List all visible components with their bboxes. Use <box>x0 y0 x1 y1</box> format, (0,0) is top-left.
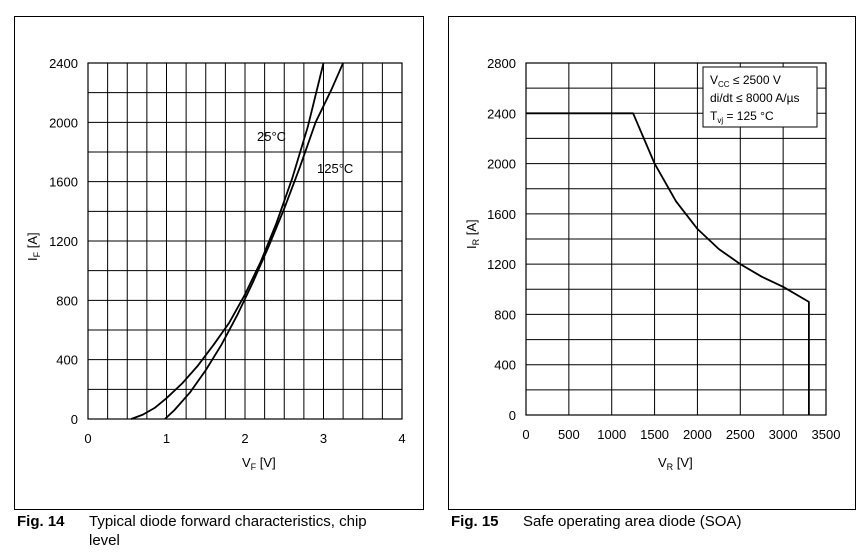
legend-box: VCC ≤ 2500 V di/dt ≤ 8000 A/µs Tvj = 125… <box>702 66 818 128</box>
series-line-25c <box>130 62 325 420</box>
legend-line-didt: di/dt ≤ 8000 A/µs <box>710 91 800 105</box>
x-tick-label: 4 <box>398 431 405 446</box>
y-tick-label: 0 <box>509 408 516 423</box>
soa-chart: 0 500 1000 1500 2000 2500 3000 3500 0 400 800 1200 1… <box>464 56 840 472</box>
y-tick-label: 2400 <box>487 106 516 121</box>
x-axis-label: VR [V] <box>658 455 693 472</box>
x-tick-label: 2500 <box>726 427 755 442</box>
plot-frame <box>525 62 827 416</box>
chart-panel-soa: 0 500 1000 1500 2000 2500 3000 3500 0 400 800 1200 1… <box>448 16 856 510</box>
y-tick-label: 2000 <box>49 115 78 130</box>
figure-caption-text: Safe operating area diode (SOA) <box>523 513 742 530</box>
y-tick-label: 2400 <box>49 56 78 71</box>
tick-labels: 0 1 2 3 4 0 400 800 1200 1600 2000 2400 <box>49 56 406 446</box>
figure-number: Fig. 14 <box>17 513 65 530</box>
y-tick-label: 2800 <box>487 56 516 71</box>
tick-labels: 0 500 1000 1500 2000 2500 3000 3500 0 400 800 1200 1… <box>487 56 840 442</box>
x-axis-label: VF [V] <box>242 455 276 472</box>
x-tick-label: 0 <box>522 427 529 442</box>
annotation-125c: 125°C <box>317 161 353 176</box>
x-tick-label: 3500 <box>812 427 841 442</box>
figure-caption-15: Fig. 15 Safe operating area diode (SOA) <box>451 512 741 531</box>
y-axis-label: IF [A] <box>25 232 42 261</box>
series-line-125c <box>164 62 344 420</box>
chart-panel-forward-characteristics: 0 1 2 3 4 0 400 800 1200 1600 2000 2400 25°C 125°C … <box>14 16 424 510</box>
legend-line-tvj: Tvj = 125 °C <box>710 109 774 125</box>
x-tick-label: 3 <box>320 431 327 446</box>
y-tick-label: 1200 <box>49 234 78 249</box>
y-tick-label: 800 <box>494 307 516 322</box>
y-tick-label: 1600 <box>487 207 516 222</box>
x-tick-label: 2 <box>241 431 248 446</box>
figure-number: Fig. 15 <box>451 513 499 530</box>
x-tick-label: 500 <box>558 427 580 442</box>
x-tick-label: 1500 <box>640 427 669 442</box>
grid <box>87 62 403 420</box>
x-tick-label: 1 <box>163 431 170 446</box>
x-tick-label: 1000 <box>597 427 626 442</box>
curves <box>130 62 344 420</box>
y-tick-label: 400 <box>56 353 78 368</box>
y-tick-label: 0 <box>71 412 78 427</box>
y-tick-label: 2000 <box>487 157 516 172</box>
y-tick-label: 1200 <box>487 257 516 272</box>
x-tick-label: 2000 <box>683 427 712 442</box>
annotation-25c: 25°C <box>257 129 286 144</box>
y-axis-label: IR [A] <box>464 219 481 249</box>
curves <box>526 112 810 415</box>
y-tick-label: 800 <box>56 293 78 308</box>
y-tick-label: 1600 <box>49 175 78 190</box>
figure-caption-14: Fig. 14 Typical diode forward characteri… <box>17 512 367 549</box>
series-line-soa-boundary <box>526 112 810 415</box>
x-tick-label: 3000 <box>769 427 798 442</box>
figure-caption-text: Typical diode forward characteristics, c… <box>89 513 367 549</box>
y-tick-label: 400 <box>494 358 516 373</box>
plot-frame <box>87 62 403 420</box>
x-tick-label: 0 <box>84 431 91 446</box>
